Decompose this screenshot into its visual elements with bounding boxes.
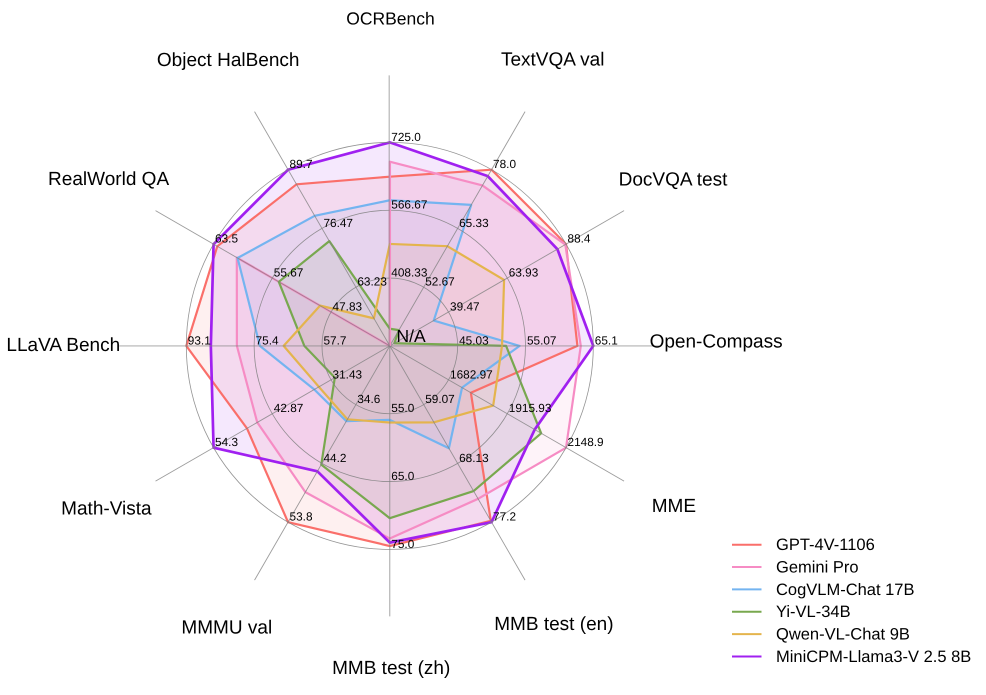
svg-text:75.0: 75.0 bbox=[391, 537, 414, 551]
svg-text:44.2: 44.2 bbox=[323, 451, 346, 465]
svg-text:MMB test (en): MMB test (en) bbox=[494, 614, 613, 635]
svg-text:1682.97: 1682.97 bbox=[450, 367, 493, 381]
svg-text:Math-Vista: Math-Vista bbox=[61, 498, 152, 519]
svg-text:76.47: 76.47 bbox=[323, 216, 353, 230]
svg-text:63.23: 63.23 bbox=[357, 275, 387, 289]
svg-text:DocVQA test: DocVQA test bbox=[619, 170, 728, 191]
svg-text:MME: MME bbox=[652, 496, 696, 517]
svg-text:45.03: 45.03 bbox=[459, 333, 489, 347]
svg-text:59.07: 59.07 bbox=[425, 392, 455, 406]
svg-text:78.0: 78.0 bbox=[493, 157, 516, 171]
svg-text:2148.9: 2148.9 bbox=[568, 435, 604, 449]
svg-text:Open-Compass: Open-Compass bbox=[650, 332, 783, 353]
svg-text:RealWorld QA: RealWorld QA bbox=[48, 169, 169, 190]
svg-text:OCRBench: OCRBench bbox=[346, 8, 435, 28]
svg-text:1915.93: 1915.93 bbox=[509, 401, 552, 415]
svg-text:55.0: 55.0 bbox=[391, 401, 414, 415]
svg-text:63.5: 63.5 bbox=[215, 232, 238, 246]
svg-text:53.8: 53.8 bbox=[290, 510, 313, 524]
svg-text:77.2: 77.2 bbox=[493, 510, 516, 524]
svg-text:42.87: 42.87 bbox=[274, 401, 304, 415]
svg-text:TextVQA val: TextVQA val bbox=[501, 50, 605, 71]
svg-text:CogVLM-Chat 17B: CogVLM-Chat 17B bbox=[776, 581, 915, 599]
svg-text:566.67: 566.67 bbox=[391, 198, 427, 212]
svg-text:65.33: 65.33 bbox=[459, 216, 489, 230]
svg-text:34.6: 34.6 bbox=[357, 392, 380, 406]
svg-text:MiniCPM-Llama3-V 2.5 8B: MiniCPM-Llama3-V 2.5 8B bbox=[776, 648, 971, 666]
svg-text:68.13: 68.13 bbox=[459, 451, 489, 465]
svg-text:39.47: 39.47 bbox=[450, 299, 480, 313]
svg-text:LLaVA Bench: LLaVA Bench bbox=[6, 335, 120, 356]
svg-text:MMMU val: MMMU val bbox=[181, 618, 272, 639]
svg-text:89.7: 89.7 bbox=[290, 157, 313, 171]
svg-text:52.67: 52.67 bbox=[425, 275, 455, 289]
svg-text:93.1: 93.1 bbox=[188, 333, 211, 347]
svg-text:725.0: 725.0 bbox=[391, 130, 421, 144]
svg-text:31.43: 31.43 bbox=[333, 367, 363, 381]
svg-text:47.83: 47.83 bbox=[333, 299, 363, 313]
svg-text:55.67: 55.67 bbox=[274, 266, 304, 280]
svg-text:88.4: 88.4 bbox=[568, 232, 591, 246]
svg-text:63.93: 63.93 bbox=[509, 266, 539, 280]
svg-text:Gemini Pro: Gemini Pro bbox=[776, 558, 859, 576]
svg-text:408.33: 408.33 bbox=[391, 266, 428, 280]
svg-text:57.7: 57.7 bbox=[323, 333, 346, 347]
svg-text:75.4: 75.4 bbox=[256, 333, 279, 347]
svg-text:65.1: 65.1 bbox=[595, 333, 618, 347]
svg-text:GPT-4V-1106: GPT-4V-1106 bbox=[776, 536, 875, 554]
svg-text:Yi-VL-34B: Yi-VL-34B bbox=[776, 603, 851, 621]
svg-text:65.0: 65.0 bbox=[391, 469, 414, 483]
svg-text:54.3: 54.3 bbox=[215, 435, 238, 449]
svg-text:Qwen-VL-Chat 9B: Qwen-VL-Chat 9B bbox=[776, 626, 910, 644]
svg-text:55.07: 55.07 bbox=[527, 333, 557, 347]
svg-text:N/A: N/A bbox=[397, 326, 427, 346]
svg-text:Object HalBench: Object HalBench bbox=[157, 50, 300, 71]
svg-text:MMB test (zh): MMB test (zh) bbox=[332, 658, 450, 679]
